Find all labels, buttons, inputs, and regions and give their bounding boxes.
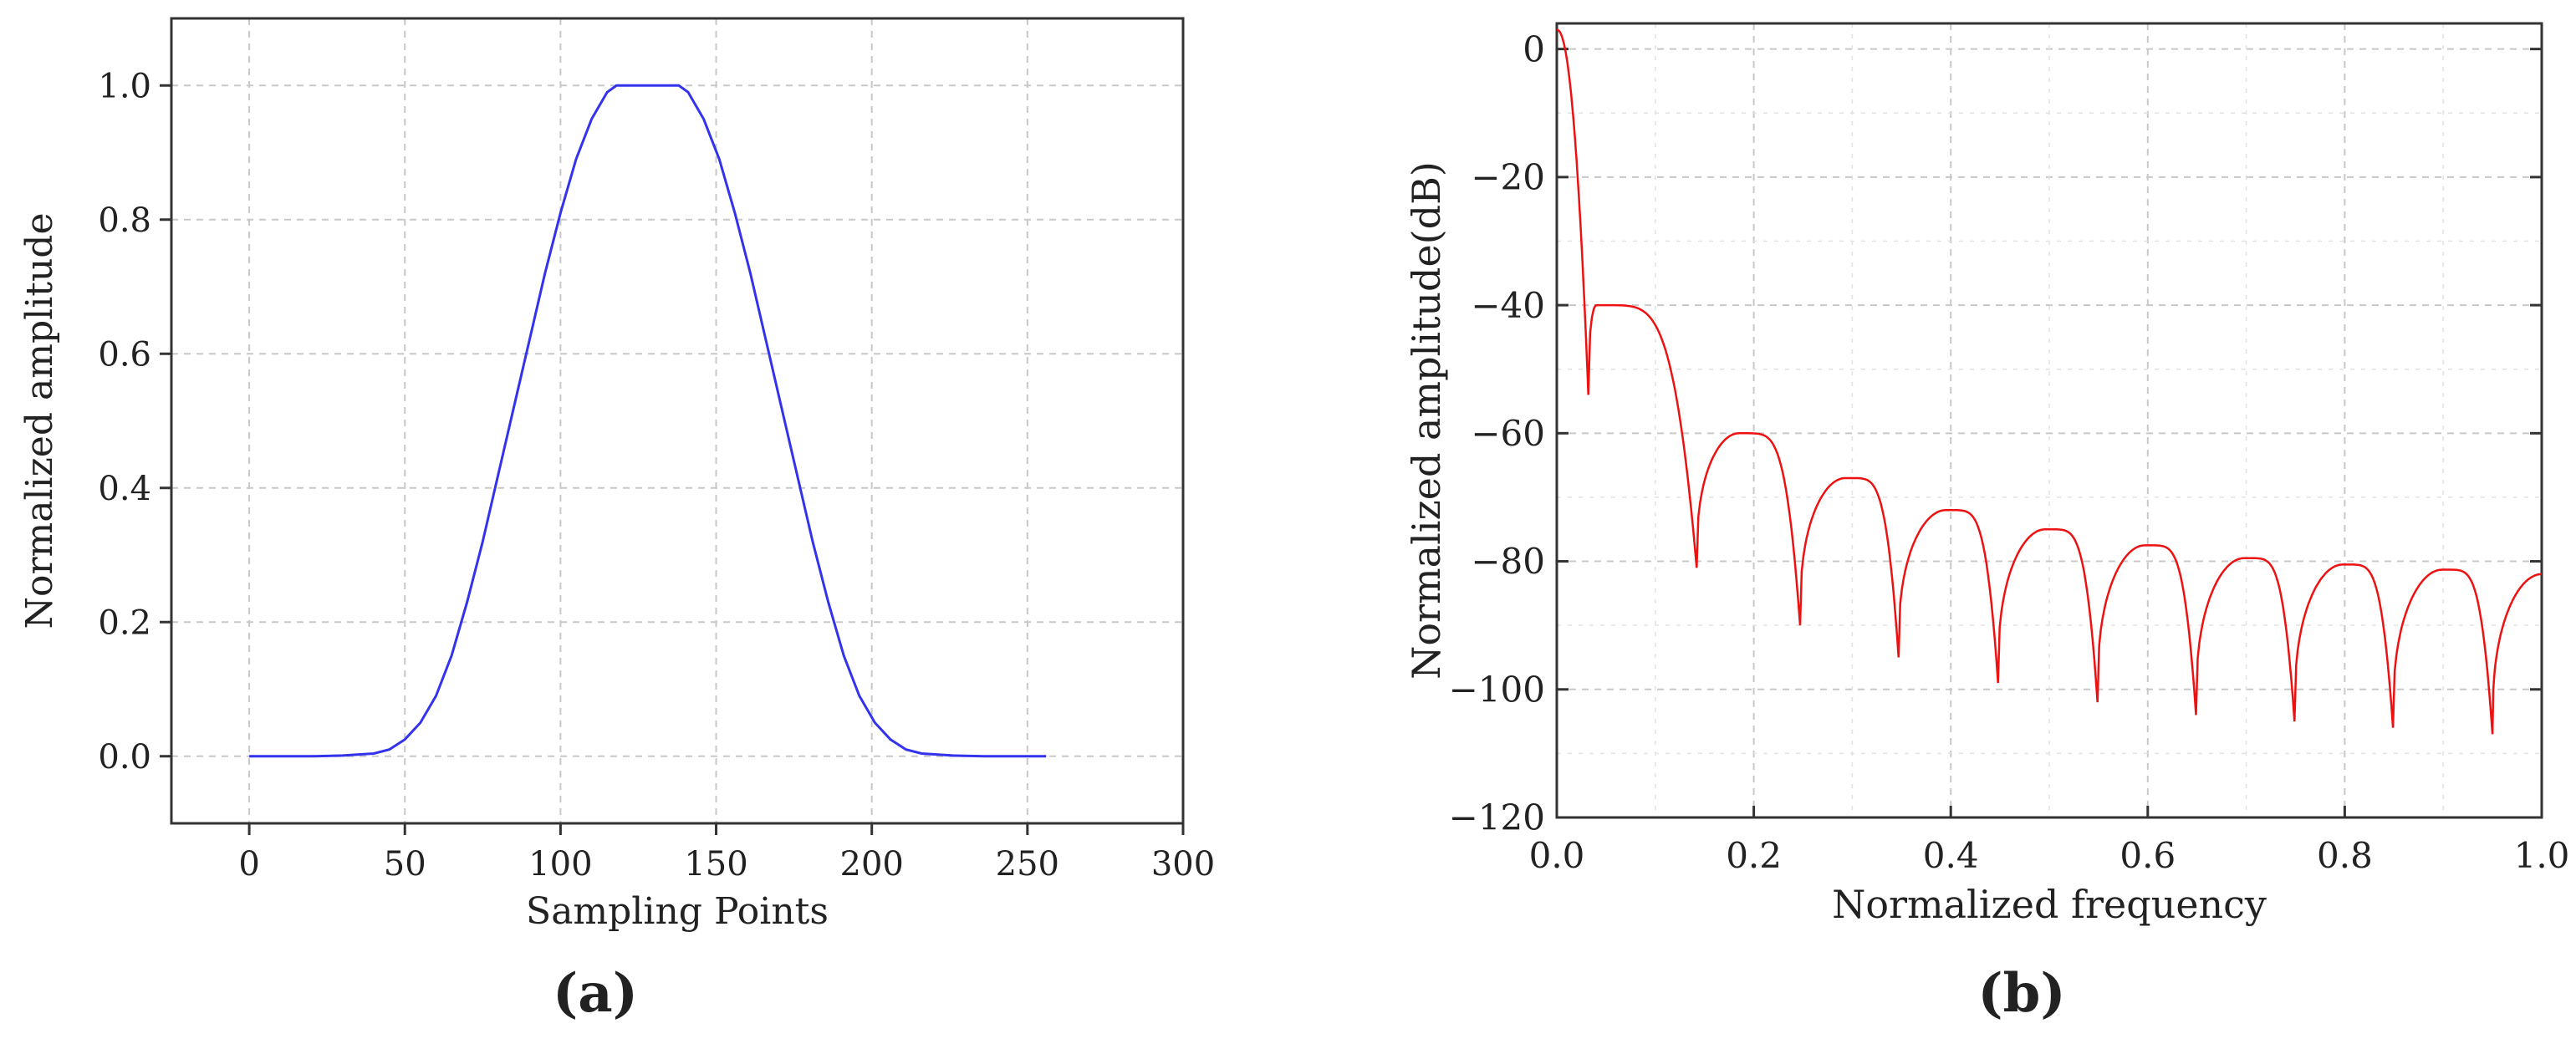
x-tick-label: 0.0: [1529, 835, 1585, 876]
x-tick-label: 1.0: [2514, 835, 2570, 876]
x-tick-label: 300: [1151, 845, 1215, 884]
panel-b-caption: (b): [1977, 962, 2065, 1025]
y-axis-title: Normalized amplitude(dB): [1404, 161, 1449, 680]
y-tick-label: −40: [1471, 285, 1545, 326]
y-tick-label: −80: [1471, 541, 1545, 582]
x-tick-label: 150: [684, 845, 747, 884]
x-tick-label: 250: [996, 845, 1059, 884]
series-line-spectrum: [1556, 28, 2542, 735]
y-tick-label: 0.4: [98, 470, 151, 508]
y-tick-label: −120: [1449, 797, 1545, 838]
x-tick-label: 0.6: [2119, 835, 2176, 876]
y-tick-label: 0.2: [98, 603, 151, 642]
y-tick-label: 1.0: [98, 67, 151, 105]
series-line-window: [249, 84, 1047, 758]
axes-frame: [170, 17, 1185, 825]
grid: [171, 18, 1183, 823]
plot-area: [171, 18, 1183, 823]
panel-a-caption: (a): [553, 962, 638, 1025]
x-tick-label: 50: [384, 845, 426, 884]
grid: [1557, 23, 2542, 817]
x-tick-label: 0.8: [2317, 835, 2373, 876]
x-tick-label: 0: [238, 845, 259, 884]
x-axis-title: Sampling Points: [526, 890, 829, 933]
y-tick-label: −60: [1471, 413, 1545, 454]
y-tick-label: 0.8: [98, 201, 151, 240]
panel-a-chart: 0 50 100 150 200 250 300 0.0 0.2 0.4 0.6 0.8 1.0 Samp…: [18, 17, 1215, 933]
x-tick-label: 200: [840, 845, 904, 884]
axes-frame: [1555, 22, 2543, 819]
y-tick-label: −100: [1449, 669, 1545, 710]
x-axis-title: Normalized frequency: [1832, 882, 2267, 927]
y-tick-label: 0: [1523, 28, 1545, 69]
x-tick-label: 100: [528, 845, 592, 884]
panel-b-chart: 0.0 0.2 0.4 0.6 0.8 1.0 0 −20 −40 −60 −80 −100 −120 N…: [1404, 22, 2570, 927]
y-tick-label: −20: [1471, 157, 1545, 198]
x-tick-label: 0.4: [1923, 835, 1979, 876]
y-axis-title: Normalized amplitude: [18, 213, 61, 629]
y-tick-label: 0.0: [98, 738, 151, 777]
x-tick-label: 0.2: [1726, 835, 1782, 876]
y-tick-label: 0.6: [98, 335, 151, 374]
